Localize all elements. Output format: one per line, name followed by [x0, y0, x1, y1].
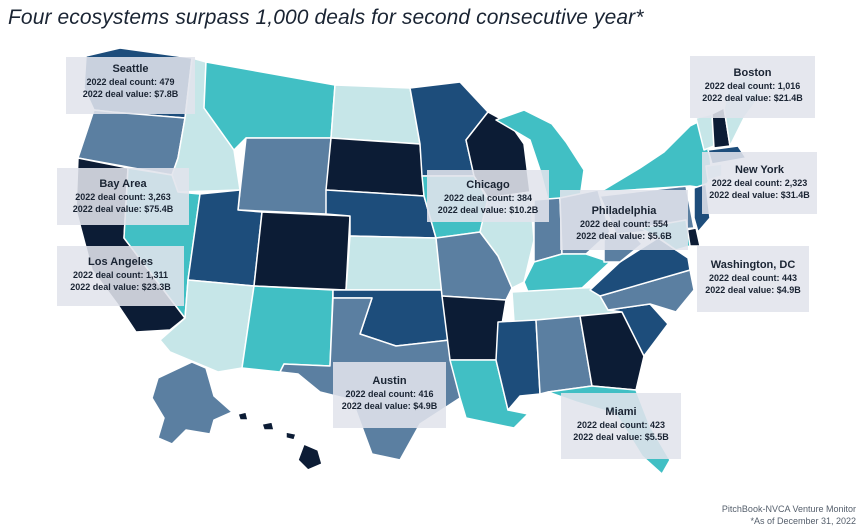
state-montana: [203, 61, 336, 151]
callout-deal-value: 2022 deal value: $7.8B: [82, 88, 179, 99]
state-alaska: [151, 361, 233, 445]
state-south-dakota: [325, 137, 425, 197]
callout-deal-value: 2022 deal value: $31.4B: [709, 189, 810, 200]
callout-new-york: New York 2022 deal count: 2,323 2022 dea…: [702, 152, 817, 214]
state-new-york: [599, 117, 713, 193]
callout-deal-count: 2022 deal count: 3,263: [75, 192, 171, 203]
state-hawaii-maui: [285, 431, 297, 441]
as-of-footnote: *As of December 31, 2022: [750, 515, 856, 526]
callout-city: Philadelphia: [591, 205, 657, 217]
callout-deal-value: 2022 deal value: $21.4B: [702, 92, 803, 103]
callout-city: Boston: [733, 67, 772, 79]
callout-deal-count: 2022 deal count: 384: [443, 193, 533, 204]
state-wyoming: [237, 137, 332, 215]
callout-deal-count: 2022 deal count: 479: [86, 77, 175, 88]
callout-deal-value: 2022 deal value: $75.4B: [72, 203, 174, 214]
callout-boston: Boston 2022 deal count: 1,016 2022 deal …: [690, 56, 815, 118]
state-new-mexico: [241, 285, 334, 373]
state-michigan: [495, 109, 585, 201]
callout-city: Los Angeles: [88, 256, 153, 268]
state-colorado: [253, 211, 351, 291]
callout-deal-count: 2022 deal count: 1,016: [704, 81, 801, 92]
state-georgia: [579, 311, 645, 391]
callout-deal-value: 2022 deal value: $4.9B: [341, 400, 438, 411]
callout-chicago: Chicago 2022 deal count: 384 2022 deal v…: [427, 170, 549, 222]
callout-los-angeles: Los Angeles 2022 deal count: 1,311 2022 …: [57, 246, 184, 306]
callout-deal-value: 2022 deal value: $10.2B: [437, 204, 539, 215]
callout-washington-dc: Washington, DC 2022 deal count: 443 2022…: [697, 246, 809, 312]
callout-deal-count: 2022 deal count: 1,311: [72, 270, 169, 281]
callout-city: New York: [734, 164, 785, 176]
callout-city: Bay Area: [99, 178, 147, 190]
callout-deal-value: 2022 deal value: $5.5B: [573, 431, 669, 442]
state-hawaii-oahu: [261, 421, 275, 431]
state-hawaii-big-island: [297, 443, 323, 471]
callout-miami: Miami 2022 deal count: 423 2022 deal val…: [561, 393, 681, 459]
state-hawaii-kauai: [237, 411, 249, 421]
callout-deal-count: 2022 deal count: 423: [576, 420, 666, 431]
state-north-dakota: [330, 84, 421, 145]
callout-philadelphia: Philadelphia 2022 deal count: 554 2022 d…: [560, 190, 688, 250]
callout-bay-area: Bay Area 2022 deal count: 3,263 2022 dea…: [57, 168, 189, 225]
callout-deal-value: 2022 deal value: $4.9B: [705, 284, 801, 295]
callout-deal-count: 2022 deal count: 2,323: [711, 178, 808, 189]
callout-city: Miami: [605, 406, 637, 418]
callout-city: Seattle: [112, 63, 149, 75]
callout-deal-count: 2022 deal count: 443: [708, 273, 798, 284]
callout-city: Washington, DC: [710, 259, 796, 271]
callout-city: Chicago: [466, 179, 510, 191]
source-footer: PitchBook-NVCA Venture Monitor *As of De…: [722, 503, 856, 527]
callout-seattle: Seattle 2022 deal count: 479 2022 deal v…: [66, 57, 195, 114]
callout-deal-count: 2022 deal count: 416: [345, 389, 434, 400]
callout-deal-value: 2022 deal value: $23.3B: [70, 281, 171, 292]
state-kansas: [345, 235, 443, 291]
callout-city: Austin: [372, 375, 407, 387]
source-credit: PitchBook-NVCA Venture Monitor: [721, 503, 856, 514]
callout-deal-value: 2022 deal value: $5.6B: [576, 230, 672, 241]
map-title: Four ecosystems surpass 1,000 deals for …: [8, 6, 644, 29]
callout-deal-count: 2022 deal count: 554: [579, 219, 669, 230]
callout-austin: Austin 2022 deal count: 416 2022 deal va…: [333, 362, 446, 428]
